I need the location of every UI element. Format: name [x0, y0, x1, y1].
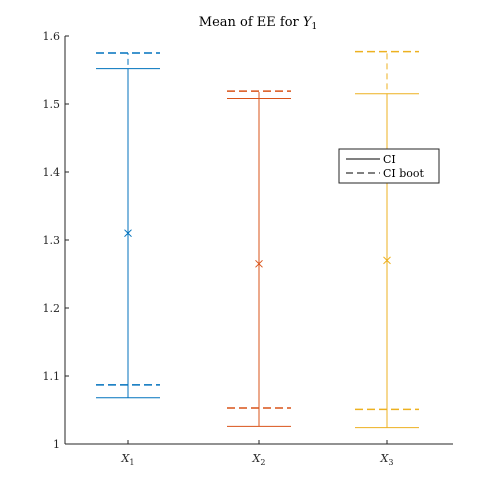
mean-marker: [383, 256, 391, 265]
plot-area: 1 1.1 1.2 1.3 1.4 1.5 1.6 X1 X2 X3: [43, 30, 453, 467]
mean-marker: [124, 229, 132, 238]
series-3: [355, 50, 419, 429]
legend-box: [338, 148, 440, 184]
y-tick-label: 1.2: [43, 302, 61, 315]
y-tick-label: 1.1: [43, 370, 61, 383]
y-tick-label: 1.6: [43, 30, 61, 43]
y-tick-label: 1: [53, 438, 60, 451]
x-tick-label: X2: [252, 452, 266, 467]
series-2: [227, 90, 291, 427]
series-1: [96, 52, 160, 399]
legend-label: CI: [383, 153, 396, 166]
y-tick-label: 1.4: [43, 166, 61, 179]
y-tick-label: 1.3: [43, 234, 61, 247]
legend-label: CI boot: [383, 167, 425, 180]
x-tick-label: X1: [121, 452, 135, 467]
x-tick-label: X3: [380, 452, 394, 467]
y-tick-label: 1.5: [43, 98, 61, 111]
chart-title: Mean of EE for Y1: [199, 15, 317, 32]
mean-marker: [255, 259, 263, 268]
